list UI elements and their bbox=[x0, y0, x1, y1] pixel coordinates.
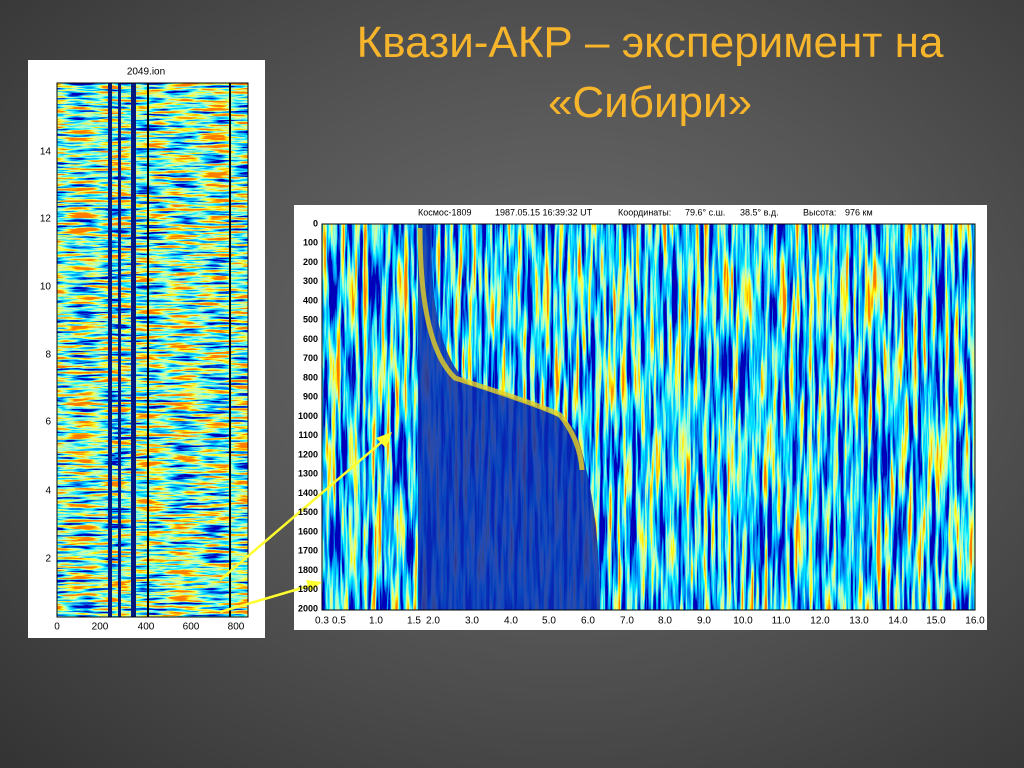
satellite: Космос-1809 bbox=[418, 207, 471, 217]
right-header: Космос-1809 1987.05.15 16:39:32 UT Коорд… bbox=[418, 207, 873, 217]
y-tick-label: 100 bbox=[303, 238, 318, 248]
y-tick-label: 12 bbox=[40, 214, 52, 225]
y-tick-label: 700 bbox=[303, 353, 318, 363]
x-tick-label: 14.0 bbox=[888, 616, 908, 627]
x-tick-label: 9.0 bbox=[697, 616, 711, 627]
y-tick-label: 2000 bbox=[298, 603, 318, 613]
y-tick-label: 1400 bbox=[298, 488, 318, 498]
x-tick-label: 7.0 bbox=[620, 616, 634, 627]
x-tick-label: 1.0 bbox=[369, 616, 383, 627]
x-tick-label: 0.3 bbox=[315, 616, 329, 627]
x-tick-label: 16.0 bbox=[965, 616, 985, 627]
x-tick-label: 0.5 bbox=[332, 616, 346, 627]
left-spectrogram bbox=[57, 83, 248, 617]
x-tick-label: 1.5 bbox=[407, 616, 421, 627]
y-tick-label: 1700 bbox=[298, 546, 318, 556]
x-tick-label: 12.0 bbox=[810, 616, 830, 627]
altitude: 976 км bbox=[845, 207, 873, 217]
y-tick-label: 1200 bbox=[298, 449, 318, 459]
y-tick-label: 600 bbox=[303, 334, 318, 344]
y-tick-label: 400 bbox=[303, 295, 318, 305]
y-tick-label: 200 bbox=[303, 257, 318, 267]
arrows bbox=[219, 432, 392, 614]
y-tick-label: 4 bbox=[45, 486, 51, 497]
x-tick-label: 400 bbox=[138, 622, 155, 633]
y-tick-label: 6 bbox=[45, 417, 51, 428]
y-tick-label: 500 bbox=[303, 315, 318, 325]
y-tick-label: 1100 bbox=[298, 430, 318, 440]
altitude-label: Высота: bbox=[803, 207, 836, 217]
x-tick-label: 2.0 bbox=[426, 616, 440, 627]
slide-title-line: «Сибири» bbox=[547, 78, 753, 127]
y-tick-label: 1800 bbox=[298, 565, 318, 575]
x-tick-label: 3.0 bbox=[465, 616, 479, 627]
datetime: 1987.05.15 16:39:32 UT bbox=[495, 207, 593, 217]
y-tick-label: 8 bbox=[45, 350, 51, 361]
x-tick-label: 8.0 bbox=[658, 616, 672, 627]
coordinates-label: Координаты: bbox=[618, 207, 671, 217]
y-tick-label: 1900 bbox=[298, 584, 318, 594]
y-tick-label: 1000 bbox=[298, 411, 318, 421]
x-tick-label: 6.0 bbox=[581, 616, 595, 627]
longitude: 38.5° в.д. bbox=[740, 207, 779, 217]
y-tick-label: 14 bbox=[40, 147, 52, 158]
y-tick-label: 10 bbox=[40, 282, 52, 293]
y-tick-label: 0 bbox=[313, 218, 318, 228]
y-tick-label: 1500 bbox=[298, 507, 318, 517]
x-tick-label: 5.0 bbox=[542, 616, 556, 627]
dispersion-curve bbox=[417, 227, 585, 471]
x-tick-label: 600 bbox=[183, 622, 200, 633]
dark-region bbox=[418, 224, 600, 610]
x-tick-label: 200 bbox=[92, 622, 109, 633]
y-tick-label: 900 bbox=[303, 392, 318, 402]
x-tick-label: 10.0 bbox=[733, 616, 753, 627]
left-caption: 2049.ion bbox=[127, 67, 165, 78]
y-tick-label: 800 bbox=[303, 372, 318, 382]
x-tick-label: 13.0 bbox=[849, 616, 869, 627]
x-tick-label: 0 bbox=[54, 622, 60, 633]
x-tick-label: 4.0 bbox=[504, 616, 518, 627]
y-tick-label: 300 bbox=[303, 276, 318, 286]
y-tick-label: 1300 bbox=[298, 469, 318, 479]
x-tick-label: 11.0 bbox=[772, 616, 791, 627]
left-streaks bbox=[108, 83, 231, 617]
x-tick-label: 15.0 bbox=[926, 616, 946, 627]
slide-title-line: Квази-АКР – эксперимент на bbox=[356, 18, 944, 67]
y-tick-label: 2 bbox=[45, 554, 51, 565]
latitude: 79.6° с.ш. bbox=[685, 207, 725, 217]
y-tick-label: 1600 bbox=[298, 526, 318, 536]
x-tick-label: 800 bbox=[228, 622, 245, 633]
